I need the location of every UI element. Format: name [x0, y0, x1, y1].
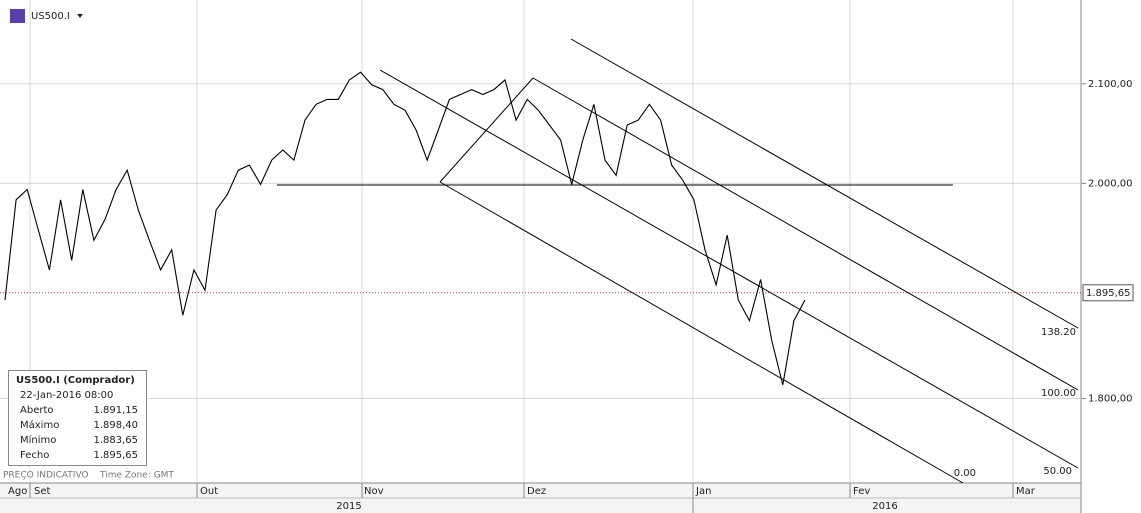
fib-label: 0.00 [954, 468, 976, 479]
x-tick-label: Ago [8, 486, 27, 497]
year-label: 2015 [336, 501, 361, 512]
info-label: Aberto [20, 405, 54, 416]
footer-text: PREÇO INDICATIVO [3, 471, 89, 481]
trend-line [532, 77, 1079, 391]
year-label: 2016 [872, 501, 897, 512]
y-tick-label: 1.800,00 [1088, 393, 1133, 404]
x-tick-label: Dez [527, 486, 546, 497]
x-tick-label: Nov [364, 486, 384, 497]
info-value: 1.895,65 [93, 450, 138, 461]
pitchfork [277, 38, 1079, 484]
footer-text: Time Zone: GMT [99, 471, 174, 481]
symbol-icon[interactable] [10, 9, 25, 23]
price-line [4, 71, 806, 386]
trend-line [570, 38, 1079, 329]
y-tick-label: 2.100,00 [1088, 79, 1133, 90]
dropdown-arrow[interactable] [77, 14, 83, 18]
info-label: Fecho [20, 450, 49, 461]
x-tick-label: Set [34, 486, 51, 497]
info-label: Mínimo [20, 434, 56, 446]
symbol-title[interactable]: US500.I [31, 11, 70, 22]
info-value: 1.891,15 [93, 405, 138, 416]
current-price-label: 1.895,65 [1086, 288, 1131, 299]
info-datetime: 22-Jan-2016 08:00 [20, 390, 113, 401]
y-tick-label: 2.000,00 [1088, 178, 1133, 189]
trend-line [439, 77, 534, 183]
fib-label: 100.00 [1041, 388, 1076, 399]
x-tick-label: Mar [1016, 486, 1036, 497]
fib-label: 138.20 [1041, 327, 1076, 338]
info-value: 1.898,40 [93, 420, 138, 431]
current-price-box [1082, 284, 1134, 302]
info-label: Máximo [20, 419, 59, 431]
x-tick-label: Jan [695, 486, 711, 497]
fib-label: 50.00 [1043, 466, 1072, 477]
trend-line [439, 181, 964, 484]
trend-line [379, 69, 1079, 469]
info-title: US500.I (Comprador) [16, 375, 135, 386]
x-tick-label: Fev [853, 486, 870, 497]
x-tick-label: Out [200, 486, 218, 497]
info-value: 1.883,65 [93, 435, 138, 446]
info-box [8, 370, 147, 466]
